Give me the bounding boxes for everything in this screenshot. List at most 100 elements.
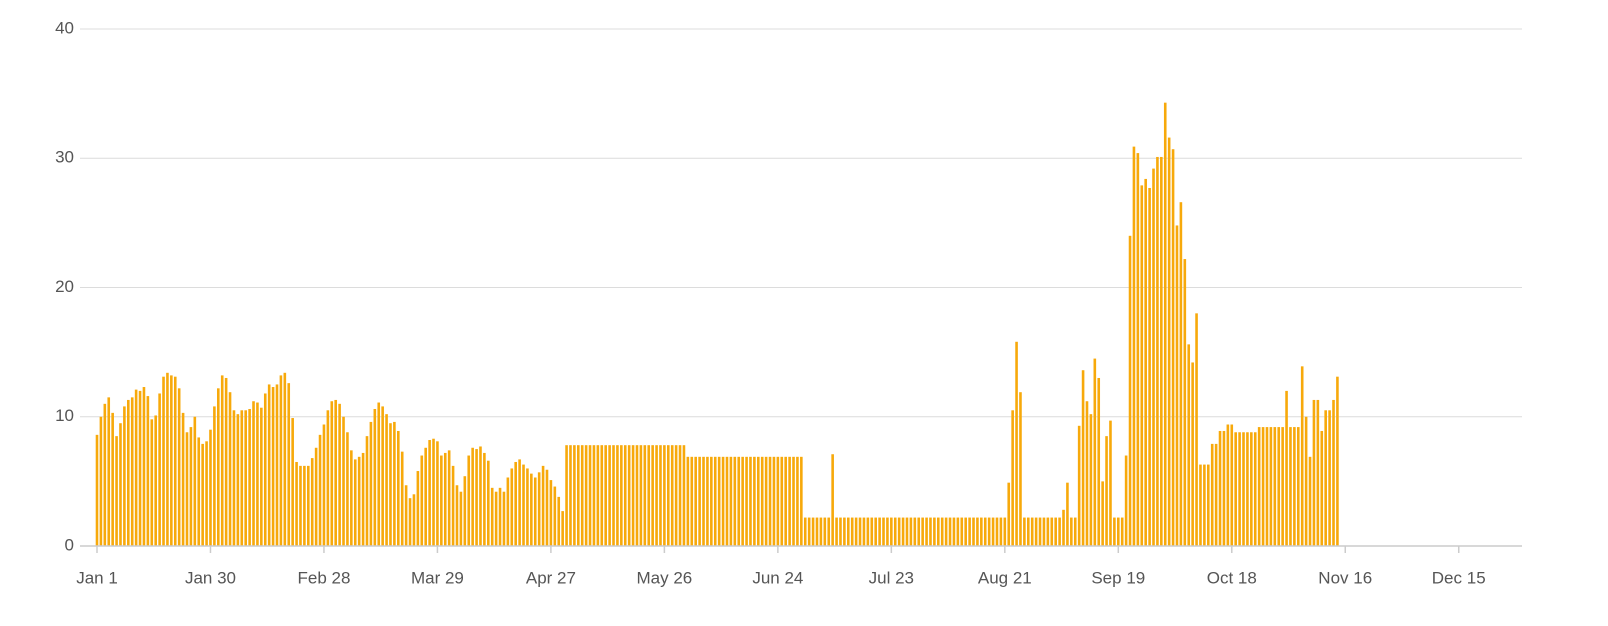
bar [980, 517, 983, 546]
bar [1332, 399, 1335, 546]
bar [608, 445, 611, 546]
bar [948, 517, 952, 546]
bar [299, 465, 302, 546]
bar [870, 517, 874, 546]
y-tick-label: 40 [55, 18, 74, 37]
bar [1097, 377, 1101, 546]
bar [561, 511, 564, 546]
bar [244, 410, 247, 546]
bar [944, 517, 948, 546]
bar [142, 387, 146, 546]
bar [494, 491, 498, 546]
bar [1199, 464, 1202, 546]
bar [682, 445, 686, 546]
bar [205, 441, 208, 546]
x-tick-label: Jul 23 [869, 568, 914, 587]
bar [940, 517, 944, 546]
bar [389, 423, 392, 546]
bar [780, 456, 784, 546]
bar [506, 477, 510, 546]
bar [553, 486, 557, 546]
bar [146, 396, 150, 546]
bar [346, 432, 349, 546]
bar [1253, 432, 1257, 546]
bar [964, 517, 967, 546]
bar [443, 452, 447, 546]
bar [573, 445, 576, 546]
bar [999, 517, 1003, 546]
bar [228, 392, 232, 546]
bar [670, 445, 674, 546]
bar [616, 445, 619, 546]
bar [1124, 455, 1128, 546]
bar [620, 445, 623, 546]
bar [326, 410, 330, 546]
bar [1277, 427, 1281, 546]
bar [1261, 427, 1265, 546]
bar [815, 517, 819, 546]
bar [913, 517, 917, 546]
bar [334, 399, 337, 546]
bar [905, 517, 909, 546]
bar [1246, 432, 1249, 546]
bar [381, 406, 384, 546]
bar [271, 387, 275, 546]
bar [874, 517, 877, 546]
bar [369, 421, 373, 546]
bar [248, 408, 251, 546]
bar [1230, 424, 1234, 546]
bar [138, 390, 142, 546]
bar [1015, 341, 1018, 546]
bar [111, 412, 114, 546]
bar [1281, 427, 1284, 546]
x-tick-label: Sep 19 [1091, 568, 1145, 587]
x-tick-label: Apr 27 [526, 568, 576, 587]
bar [1019, 392, 1022, 546]
bar [698, 456, 701, 546]
bar [694, 456, 697, 546]
x-tick-label: Dec 15 [1432, 568, 1486, 587]
bar [878, 517, 881, 546]
bar [968, 517, 971, 546]
bar [1285, 390, 1288, 546]
bar [835, 517, 838, 546]
bar [107, 397, 111, 546]
bar [1011, 410, 1014, 546]
bar [596, 445, 600, 546]
bar [459, 491, 463, 546]
bar [350, 450, 353, 546]
bar [252, 401, 255, 546]
bar [209, 429, 212, 546]
bar [764, 456, 768, 546]
bar [263, 393, 267, 546]
bar [1160, 156, 1163, 546]
bar [451, 465, 455, 546]
bar [925, 517, 928, 546]
bar [1257, 427, 1261, 546]
bar [1058, 517, 1061, 546]
bar [592, 445, 596, 546]
bar [960, 517, 964, 546]
bar [279, 375, 283, 546]
bar [1007, 482, 1011, 546]
x-tick-label: Feb 28 [297, 568, 350, 587]
x-tick-label: Mar 29 [411, 568, 464, 587]
bar [557, 496, 561, 546]
bar [1085, 401, 1089, 546]
bar [623, 445, 627, 546]
bar [1093, 358, 1097, 546]
bar [1183, 259, 1187, 546]
bar [267, 384, 271, 546]
bar [1026, 517, 1030, 546]
bar [1003, 517, 1007, 546]
bar [283, 372, 287, 546]
x-tick-label: May 26 [637, 568, 693, 587]
bar [666, 445, 670, 546]
bar [483, 452, 486, 546]
bar [291, 418, 294, 546]
bar [404, 485, 408, 546]
bar [921, 517, 924, 546]
bar [99, 416, 103, 546]
bar [377, 402, 381, 546]
